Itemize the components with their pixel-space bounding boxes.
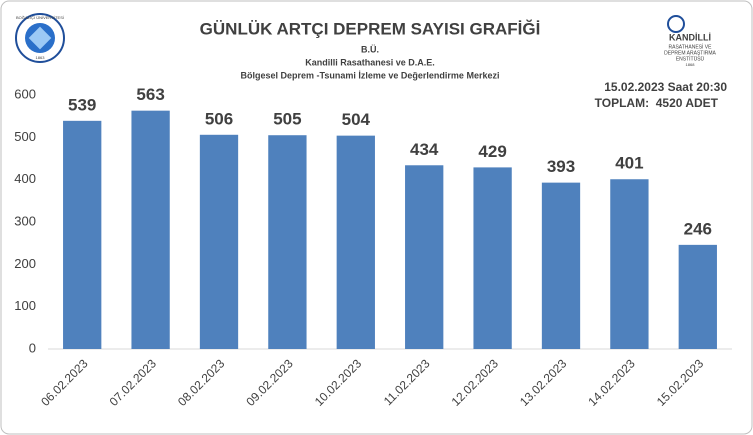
y-tick-label: 500: [14, 129, 36, 144]
logo-text: ENSTİTÜSÜ: [676, 55, 705, 62]
right-logo: KANDİLLİ RASATHANESİ VE DEPREM ARAŞTIRMA…: [664, 15, 716, 67]
y-tick-label: 0: [29, 340, 36, 355]
bar: [473, 167, 512, 349]
subtitle: Kandilli Rasathanesi ve D.A.E.: [305, 57, 435, 67]
y-tick-label: 200: [14, 256, 36, 271]
bar: [678, 244, 717, 349]
logo-mark: [667, 15, 685, 33]
logo-diamond: [28, 26, 52, 50]
logo-text: KANDİLLİ: [669, 32, 711, 42]
bar: [541, 182, 581, 349]
logo-text: 1868: [686, 62, 696, 67]
subtitle: B.Ü.: [361, 44, 379, 54]
logo-year: 1863: [36, 55, 46, 60]
logo-text: DEPREM ARAŞTIRMA: [664, 50, 716, 56]
y-tick-label: 300: [14, 213, 36, 228]
y-tick-label: 400: [14, 171, 36, 186]
logo-text: RASATHANESİ VE: [669, 43, 713, 50]
logo-text: BOĞAZİÇİ ÜNİVERSİTESİ: [16, 15, 64, 20]
bar: [610, 179, 649, 349]
value-label: 563: [136, 85, 164, 104]
bar: [131, 110, 170, 349]
annotation: 15.02.2023 Saat 20:30: [604, 80, 727, 94]
value-label: 401: [615, 154, 643, 173]
chart-title: GÜNLÜK ARTÇI DEPREM SAYISI GRAFİĞİ: [200, 19, 541, 38]
bar: [63, 120, 102, 349]
value-label: 429: [478, 142, 506, 161]
bar: [268, 135, 307, 349]
bar: [336, 135, 375, 349]
left-logo: BOĞAZİÇİ ÜNİVERSİTESİ 1863: [15, 13, 65, 63]
bar: [199, 134, 239, 349]
subtitle: Bölgesel Deprem -Tsunami İzleme ve Değer…: [241, 70, 500, 80]
value-label: 434: [410, 140, 439, 159]
bar: [405, 165, 444, 349]
annotation: TOPLAM: 4520 ADET: [595, 96, 719, 110]
value-label: 505: [273, 110, 301, 129]
value-label: 246: [684, 219, 712, 238]
value-label: 393: [547, 157, 575, 176]
value-label: 504: [342, 110, 371, 129]
value-label: 506: [205, 109, 233, 128]
y-tick-label: 100: [14, 298, 36, 313]
value-label: 539: [68, 95, 96, 114]
y-tick-label: 600: [14, 86, 36, 101]
